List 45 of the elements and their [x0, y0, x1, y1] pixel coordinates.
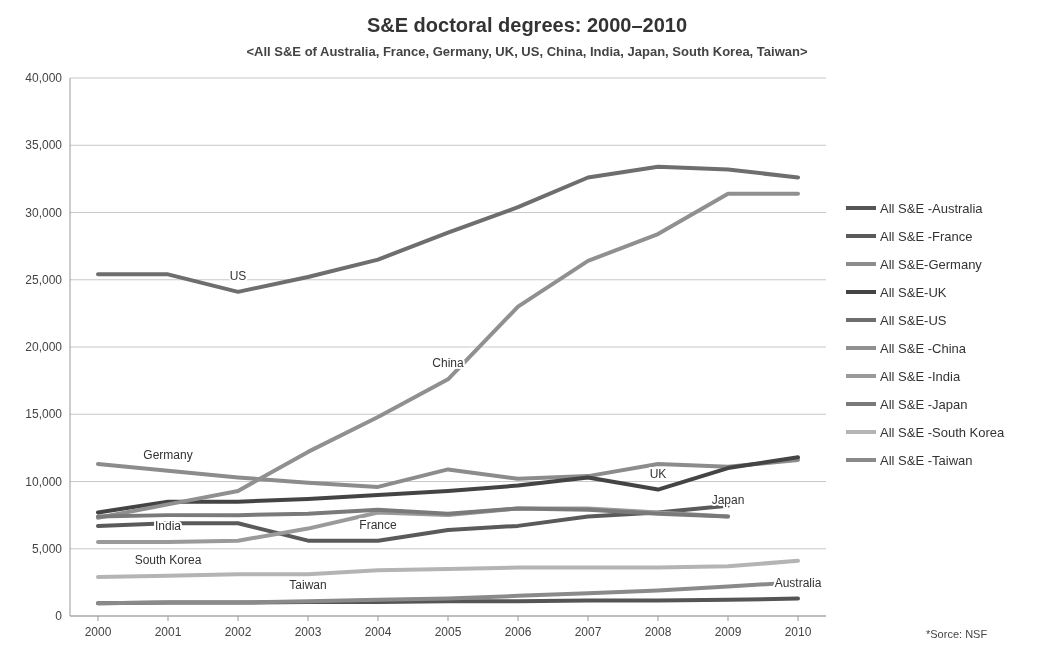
- y-tick-label: 40,000: [25, 71, 63, 86]
- y-tick-label: 5,000: [31, 541, 63, 556]
- annotation: Taiwan: [289, 578, 327, 593]
- x-tick-label: 2006: [504, 625, 532, 639]
- legend-label: All S&E -China: [880, 340, 967, 356]
- y-tick-label: 20,000: [25, 340, 63, 355]
- x-tick-label: 2002: [224, 625, 252, 639]
- annotation: China: [432, 356, 464, 371]
- x-tick-label: 2007: [574, 625, 602, 639]
- chart-title: S&E doctoral degrees: 2000–2010: [366, 14, 688, 36]
- legend-label: All S&E -India: [880, 368, 961, 384]
- line-series: [96, 506, 730, 519]
- x-tick-label: 2008: [644, 625, 672, 639]
- y-tick-label: 25,000: [25, 272, 63, 287]
- x-tick-label: 2003: [294, 625, 322, 639]
- x-tick-label: 2010: [784, 625, 812, 639]
- x-tick-label: 2004: [364, 625, 392, 639]
- legend-label: All S&E -South Korea: [880, 424, 1006, 440]
- legend-label: All S&E -Japan: [880, 396, 968, 412]
- legend-label: All S&E-US: [880, 312, 947, 328]
- legend-label: All S&E-Germany: [880, 256, 983, 272]
- annotation: US: [229, 268, 247, 283]
- annotation: Japan: [711, 493, 745, 508]
- y-tick-label: 10,000: [25, 474, 63, 489]
- legend-label: All S&E -France: [880, 228, 973, 244]
- x-tick-label: 2001: [154, 625, 182, 639]
- legend-label: All S&E -Taiwan: [880, 452, 973, 468]
- line-series: [96, 164, 800, 294]
- y-tick-label: 15,000: [25, 407, 63, 422]
- legend-label: All S&E-UK: [880, 284, 947, 300]
- y-tick-label: 35,000: [25, 138, 63, 153]
- y-tick-label: 30,000: [25, 205, 63, 220]
- chart-subtitle: <All S&E of Australia, France, Germany, UK, US, China, India, Japan, South Korea, Taiwan>: [246, 44, 808, 59]
- annotation: South Korea: [134, 552, 202, 567]
- annotation: Australia: [774, 575, 822, 590]
- annotation: France: [359, 517, 397, 532]
- text: *Sorce: NSF: [926, 628, 988, 640]
- annotation: Germany: [143, 447, 193, 462]
- y-tick-label: 0: [55, 609, 63, 624]
- x-tick-label: 2000: [84, 625, 112, 639]
- x-tick-label: 2005: [434, 625, 462, 639]
- x-tick-label: 2009: [714, 625, 742, 639]
- legend-label: All S&E -Australia: [880, 200, 984, 216]
- line-series: [96, 191, 800, 520]
- annotation: UK: [649, 466, 667, 481]
